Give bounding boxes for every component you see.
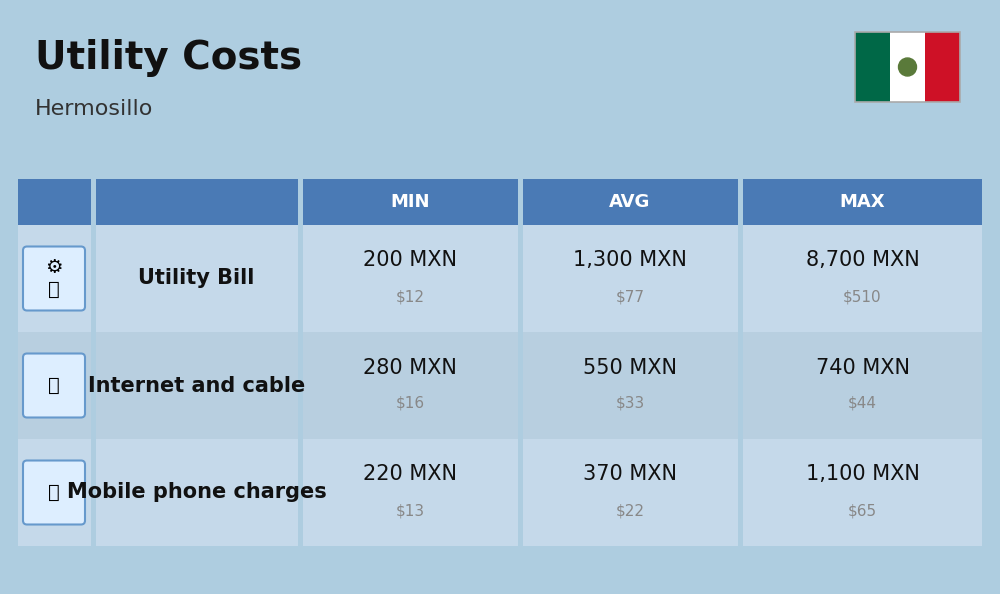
FancyBboxPatch shape xyxy=(522,179,738,225)
FancyBboxPatch shape xyxy=(890,32,925,102)
FancyBboxPatch shape xyxy=(302,439,518,546)
Text: AVG: AVG xyxy=(609,193,651,211)
FancyBboxPatch shape xyxy=(18,439,90,546)
Text: Mobile phone charges: Mobile phone charges xyxy=(67,482,326,503)
Text: 220 MXN: 220 MXN xyxy=(363,465,457,485)
FancyBboxPatch shape xyxy=(743,179,982,225)
Text: $510: $510 xyxy=(843,289,882,304)
FancyBboxPatch shape xyxy=(96,179,298,225)
Text: $33: $33 xyxy=(615,396,645,411)
FancyBboxPatch shape xyxy=(302,225,518,332)
FancyBboxPatch shape xyxy=(96,225,298,332)
Text: 200 MXN: 200 MXN xyxy=(363,251,457,270)
FancyBboxPatch shape xyxy=(18,332,90,439)
FancyBboxPatch shape xyxy=(18,225,90,332)
Text: Utility Bill: Utility Bill xyxy=(138,268,255,289)
FancyBboxPatch shape xyxy=(96,332,298,439)
FancyBboxPatch shape xyxy=(302,179,518,225)
FancyBboxPatch shape xyxy=(96,439,298,546)
Text: MIN: MIN xyxy=(390,193,430,211)
FancyBboxPatch shape xyxy=(18,179,90,225)
Text: Utility Costs: Utility Costs xyxy=(35,39,302,77)
Text: $13: $13 xyxy=(395,503,425,518)
Text: MAX: MAX xyxy=(840,193,885,211)
Text: 📶: 📶 xyxy=(48,376,60,395)
FancyBboxPatch shape xyxy=(743,439,982,546)
FancyBboxPatch shape xyxy=(23,353,85,418)
FancyBboxPatch shape xyxy=(23,460,85,525)
Circle shape xyxy=(899,58,917,76)
Text: 📱: 📱 xyxy=(48,483,60,502)
Text: 740 MXN: 740 MXN xyxy=(816,358,910,378)
Text: $77: $77 xyxy=(616,289,645,304)
Text: Internet and cable: Internet and cable xyxy=(88,375,305,396)
Text: 1,300 MXN: 1,300 MXN xyxy=(573,251,687,270)
FancyBboxPatch shape xyxy=(302,332,518,439)
FancyBboxPatch shape xyxy=(522,332,738,439)
FancyBboxPatch shape xyxy=(743,225,982,332)
FancyBboxPatch shape xyxy=(23,247,85,311)
Text: 8,700 MXN: 8,700 MXN xyxy=(806,251,919,270)
Text: 370 MXN: 370 MXN xyxy=(583,465,677,485)
Text: $22: $22 xyxy=(616,503,645,518)
Text: $65: $65 xyxy=(848,503,877,518)
FancyBboxPatch shape xyxy=(522,225,738,332)
Text: $44: $44 xyxy=(848,396,877,411)
FancyBboxPatch shape xyxy=(522,439,738,546)
Text: $16: $16 xyxy=(395,396,425,411)
Text: 1,100 MXN: 1,100 MXN xyxy=(806,465,919,485)
FancyBboxPatch shape xyxy=(855,32,890,102)
FancyBboxPatch shape xyxy=(743,332,982,439)
Text: 280 MXN: 280 MXN xyxy=(363,358,457,378)
Text: Hermosillo: Hermosillo xyxy=(35,99,153,119)
Text: 550 MXN: 550 MXN xyxy=(583,358,677,378)
Text: $12: $12 xyxy=(395,289,424,304)
Text: ⚙
🔌: ⚙ 🔌 xyxy=(45,258,63,299)
FancyBboxPatch shape xyxy=(925,32,960,102)
